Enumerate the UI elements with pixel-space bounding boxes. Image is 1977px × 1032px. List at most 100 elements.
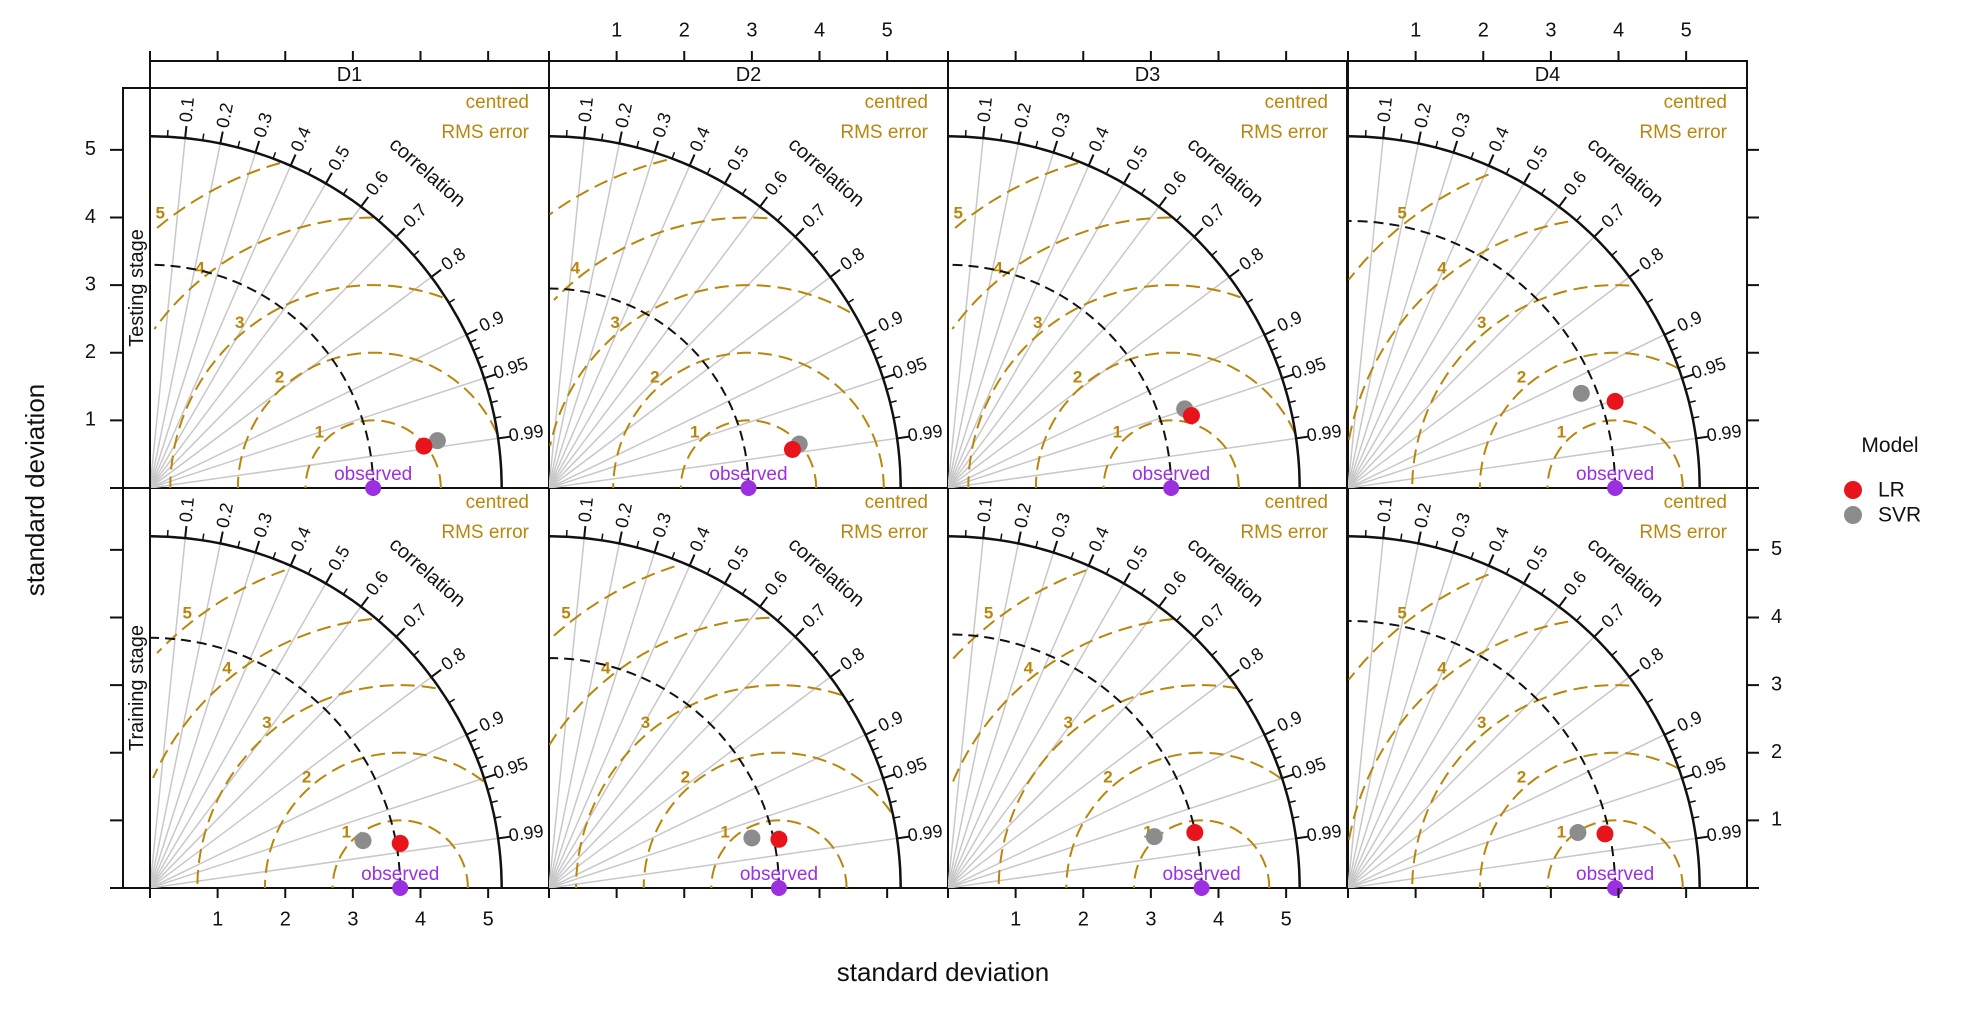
correlation-tick-label: 0.5 xyxy=(723,142,753,174)
rms-contour-label: 5 xyxy=(1397,604,1406,623)
correlation-tick xyxy=(1686,388,1692,390)
rms-contour-label: 4 xyxy=(993,258,1003,277)
correlation-tick-label: 0.95 xyxy=(890,353,930,383)
svr-point xyxy=(355,832,372,849)
rms-contour-label: 1 xyxy=(315,422,324,441)
correlation-tick xyxy=(1036,141,1038,148)
correlation-line xyxy=(1348,607,1559,888)
correlation-tick xyxy=(1612,651,1617,655)
rms-contour-label: 5 xyxy=(984,604,993,623)
correlation-tick xyxy=(1286,388,1292,390)
correlation-tick xyxy=(491,401,498,403)
correlation-major-tick xyxy=(830,670,840,677)
correlation-tick xyxy=(1275,356,1281,358)
correlation-tick-label: 0.2 xyxy=(1010,101,1035,130)
rms-contour-label: 2 xyxy=(650,368,659,387)
correlation-major-tick xyxy=(865,329,876,334)
rms-label-line2: RMS error xyxy=(1639,522,1727,543)
correlation-major-tick xyxy=(291,155,296,166)
correlation-tick xyxy=(1647,699,1653,703)
correlation-tick-label: 0.1 xyxy=(1374,496,1396,523)
correlation-major-tick xyxy=(1524,573,1530,584)
observed-point xyxy=(365,480,381,496)
correlation-tick xyxy=(1541,589,1545,595)
correlation-line xyxy=(549,143,619,488)
correlation-tick-label: 0.8 xyxy=(1635,243,1667,274)
correlation-major-tick xyxy=(1089,555,1094,566)
correlation-tick xyxy=(1212,251,1217,255)
correlation-tick-label: 0.3 xyxy=(1048,510,1075,540)
correlation-line xyxy=(549,207,760,488)
rms-label-line2: RMS error xyxy=(1240,522,1328,543)
rms-label-line1: centred xyxy=(865,92,928,113)
correlation-major-tick xyxy=(725,173,731,184)
x-top-tick-label: 3 xyxy=(1545,19,1556,41)
svr-point xyxy=(1146,828,1163,845)
strip-label-d1: D1 xyxy=(337,64,363,86)
correlation-tick xyxy=(1268,339,1274,342)
correlation-line xyxy=(1348,207,1559,488)
correlation-major-tick xyxy=(466,729,477,734)
correlation-tick xyxy=(1177,216,1181,221)
correlation-tick xyxy=(1436,141,1438,148)
rms-contour-label: 2 xyxy=(275,368,284,387)
correlation-line xyxy=(150,277,431,488)
correlation-tick xyxy=(1177,616,1181,621)
correlation-tick-label: 0.5 xyxy=(723,542,753,574)
x-top-tick-label: 5 xyxy=(882,19,893,41)
correlation-tick-label: 0.2 xyxy=(212,501,237,530)
correlation-major-tick xyxy=(760,597,767,607)
y-tick-label: 5 xyxy=(85,138,96,160)
correlation-major-tick xyxy=(291,555,296,566)
correlation-tick-label: 0.6 xyxy=(761,167,792,199)
correlation-major-tick xyxy=(983,526,984,538)
rms-contour-label: 5 xyxy=(1397,204,1406,223)
correlation-major-tick xyxy=(1664,729,1675,734)
correlation-tick-label: 0.3 xyxy=(250,110,277,140)
correlation-tick-label: 0.9 xyxy=(875,307,906,336)
correlation-tick-label: 0.9 xyxy=(1274,307,1305,336)
correlation-tick xyxy=(488,788,494,790)
rms-label-line1: centred xyxy=(865,492,928,513)
y-right-tick-label: 1 xyxy=(1771,809,1782,831)
correlation-tick xyxy=(1272,748,1278,751)
x-top-tick-label: 2 xyxy=(1478,19,1489,41)
correlation-tick xyxy=(1506,568,1509,574)
correlation-line xyxy=(549,153,654,488)
correlation-tick xyxy=(869,339,875,342)
y-tick-label: 2 xyxy=(85,341,96,363)
x-tick-label: 1 xyxy=(212,908,223,930)
rms-contour xyxy=(1349,222,1569,441)
correlation-tick-label: 0.4 xyxy=(287,524,315,555)
correlation-axis-label: correlation xyxy=(1583,133,1668,211)
correlation-tick xyxy=(474,748,480,751)
correlation-major-tick xyxy=(1264,729,1275,734)
rms-contour xyxy=(1349,622,1569,841)
correlation-major-tick xyxy=(326,173,332,184)
x-top-tick-label: 3 xyxy=(746,19,757,41)
correlation-tick xyxy=(1471,152,1473,158)
y-tick-label: 3 xyxy=(85,273,96,295)
correlation-tick-label: 0.5 xyxy=(1122,142,1152,174)
correlation-major-tick xyxy=(725,573,731,584)
correlation-tick-label: 0.1 xyxy=(176,96,198,123)
correlation-line xyxy=(150,543,220,888)
correlation-tick xyxy=(488,388,494,390)
correlation-tick xyxy=(602,134,603,141)
rms-contour-label: 5 xyxy=(155,204,164,223)
correlation-major-tick xyxy=(1089,155,1094,166)
correlation-tick-label: 0.3 xyxy=(1448,510,1475,540)
correlation-major-tick xyxy=(1559,597,1566,607)
correlation-line xyxy=(948,607,1159,888)
y-right-tick-label: 5 xyxy=(1771,538,1782,560)
correlation-tick-label: 0.8 xyxy=(1635,643,1667,674)
legend-label-svr: SVR xyxy=(1878,504,1921,527)
correlation-major-tick xyxy=(1018,532,1020,544)
x-tick-label: 5 xyxy=(483,908,494,930)
correlation-tick-label: 0.5 xyxy=(324,142,354,174)
rms-contour-label: 1 xyxy=(1113,422,1122,441)
